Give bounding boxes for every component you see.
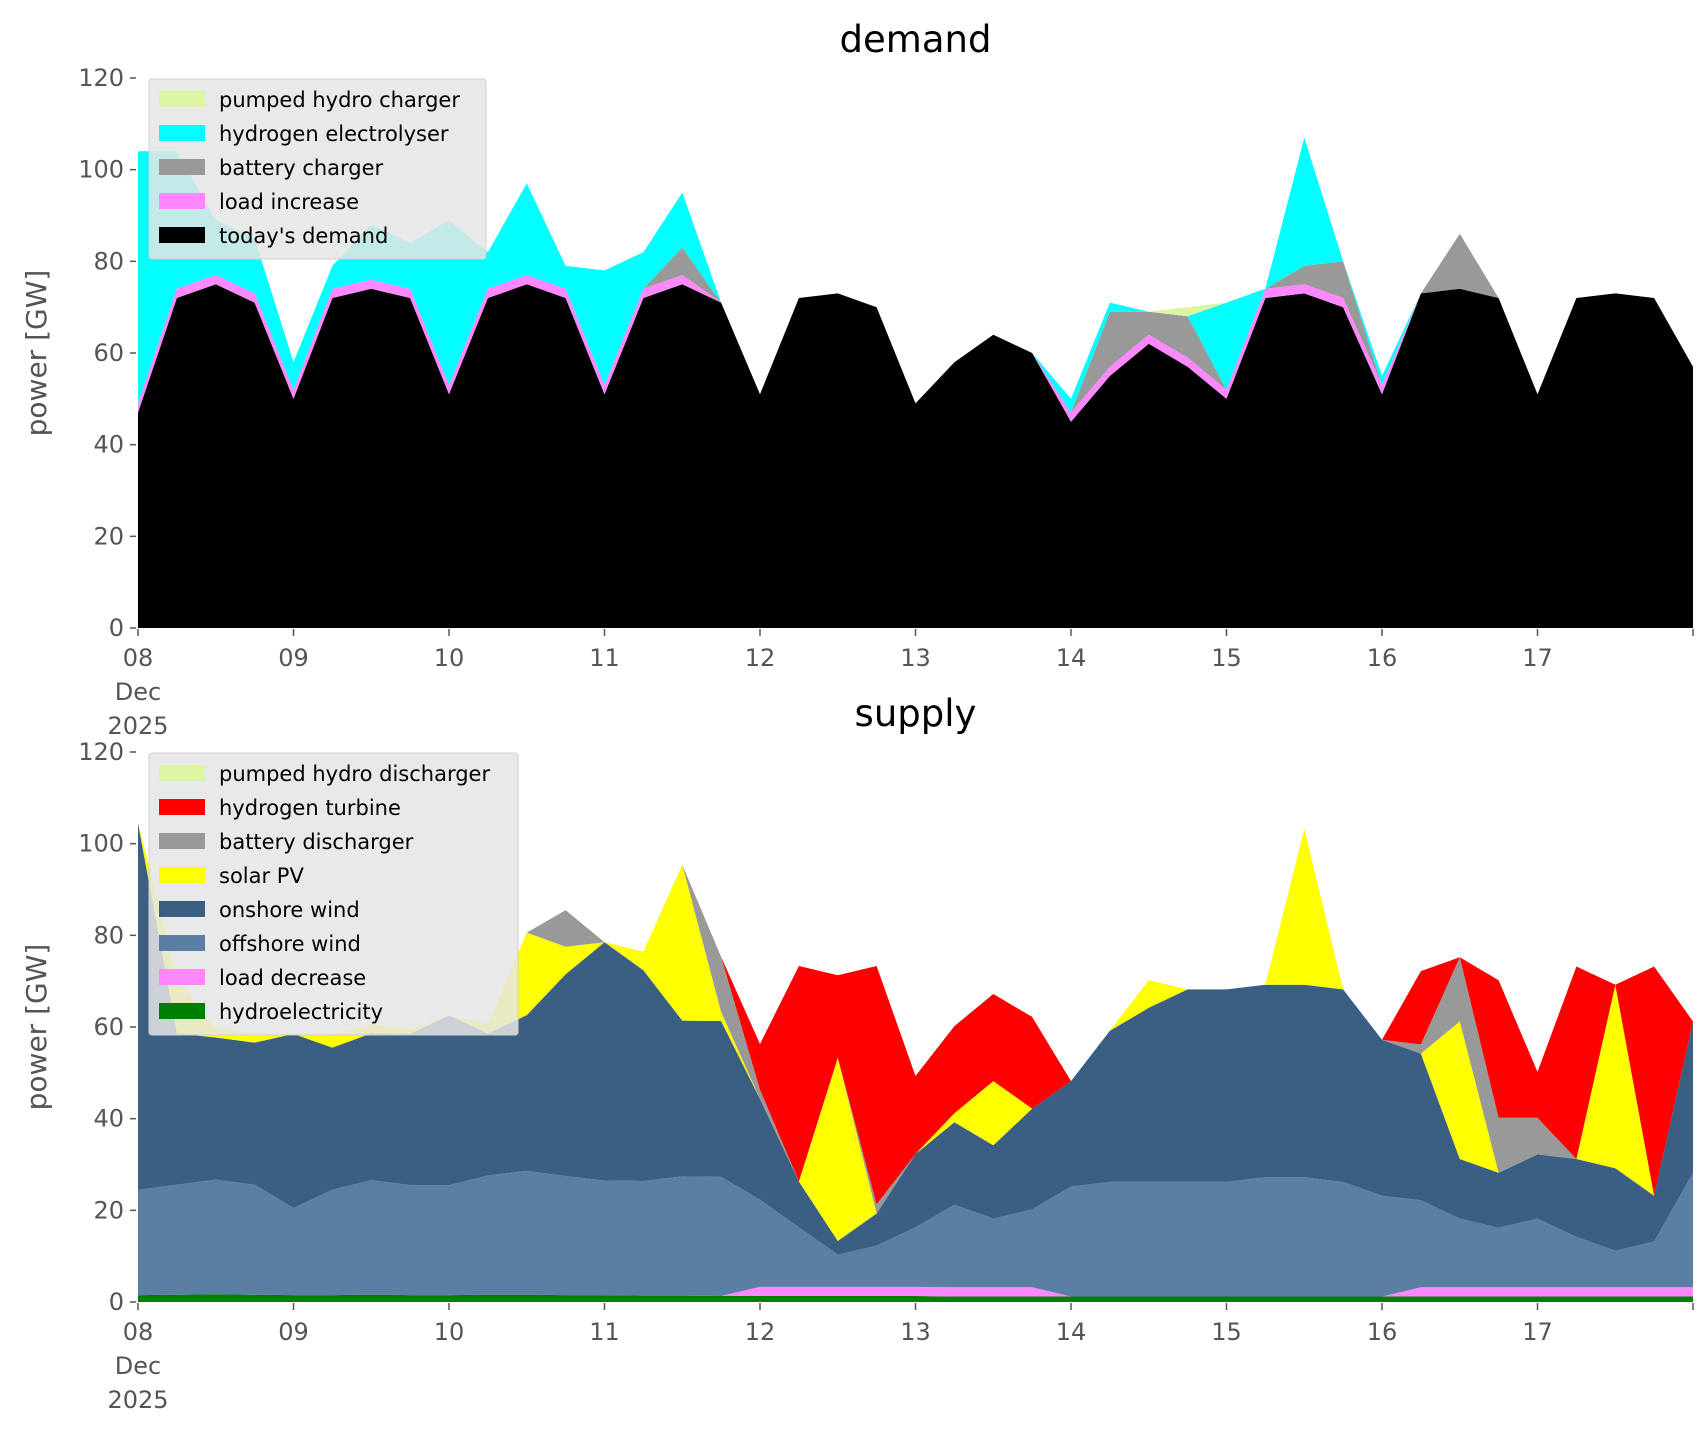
- series-area-offshore-wind: [138, 1170, 1693, 1297]
- y-axis: 0 20 40 60 80 100 120: [78, 738, 136, 1316]
- legend-swatch-battery-charger: [159, 159, 205, 175]
- legend-label-load-increase: load increase: [219, 190, 359, 214]
- legend-label-battery-charger: battery charger: [219, 156, 384, 180]
- y-tick-label: 20: [93, 522, 124, 550]
- x-tick-sublabel: Dec: [115, 1352, 161, 1380]
- legend-swatch-offshore-wind: [159, 935, 205, 951]
- x-tick-label: 11: [589, 1318, 620, 1346]
- x-tick-label: 12: [745, 644, 776, 672]
- legend-swatch-hydroelectricity: [159, 1003, 205, 1019]
- legend-swatch-load-decrease: [159, 969, 205, 985]
- y-tick-label: 120: [78, 64, 124, 92]
- x-tick-label: 17: [1522, 1318, 1553, 1346]
- legend-swatch-onshore-wind: [159, 901, 205, 917]
- legend-swatch-today-s-demand: [159, 227, 205, 243]
- legend: pumped hydro discharger hydrogen turbine b…: [148, 752, 519, 1036]
- x-tick-sublabel: 2025: [107, 712, 168, 740]
- legend-label-battery-discharger: battery discharger: [219, 830, 414, 854]
- x-tick-label: 15: [1211, 1318, 1242, 1346]
- chart-title: supply: [855, 692, 977, 735]
- x-tick-label: 11: [589, 644, 620, 672]
- series-area-hydrogen-electrolyser: [138, 137, 1693, 413]
- y-axis: 0 20 40 60 80 100 120: [78, 64, 136, 642]
- legend-label-load-decrease: load decrease: [219, 966, 366, 990]
- demand-panel: demand 0 20 40 60 80 100 120 power [GW] 08 09 10 11 1…: [20, 18, 1694, 740]
- legend-swatch-solar-pv: [159, 867, 205, 883]
- supply-panel: supply 0 20 40 60 80 100 120 power [GW] 08 09 10 11 1…: [20, 692, 1694, 1414]
- legend-box: [148, 78, 487, 260]
- series-area-load-decrease: [138, 1286, 1693, 1297]
- y-tick-label: 40: [93, 431, 124, 459]
- y-tick-label: 100: [78, 156, 124, 184]
- x-tick-label: 14: [1056, 1318, 1087, 1346]
- y-tick-label: 0: [109, 1288, 124, 1316]
- legend-box: [148, 752, 519, 1036]
- x-tick-label: 17: [1522, 644, 1553, 672]
- legend: pumped hydro charger hydrogen electrolyse…: [148, 78, 487, 260]
- x-axis: 08 09 10 11 12 13 14 15 16 17 Dec 2025: [107, 629, 1694, 740]
- series-area-hydroelectricity: [138, 1294, 1693, 1302]
- x-tick-label: 13: [900, 1318, 931, 1346]
- x-tick-sublabel: 2025: [107, 1386, 168, 1414]
- y-tick-label: 120: [78, 738, 124, 766]
- legend-label-hydroelectricity: hydroelectricity: [219, 1000, 383, 1024]
- x-tick-label: 10: [434, 1318, 465, 1346]
- x-axis: 08 09 10 11 12 13 14 15 16 17 Dec 2025: [107, 1303, 1694, 1414]
- y-tick-label: 60: [93, 339, 124, 367]
- y-tick-label: 100: [78, 830, 124, 858]
- x-tick-label: 09: [278, 1318, 309, 1346]
- x-tick-label: 16: [1367, 1318, 1398, 1346]
- legend-swatch-hydrogen-turbine: [159, 799, 205, 815]
- y-tick-label: 40: [93, 1105, 124, 1133]
- y-tick-label: 20: [93, 1196, 124, 1224]
- legend-swatch-load-increase: [159, 193, 205, 209]
- legend-swatch-battery-discharger: [159, 833, 205, 849]
- x-tick-label: 09: [278, 644, 309, 672]
- series-area-today-s-demand: [138, 284, 1693, 628]
- legend-label-pumped-hydro-charger: pumped hydro charger: [219, 88, 460, 112]
- legend-label-today-s-demand: today's demand: [219, 224, 388, 248]
- legend-label-hydrogen-turbine: hydrogen turbine: [219, 796, 401, 820]
- x-tick-label: 13: [900, 644, 931, 672]
- x-tick-label: 10: [434, 644, 465, 672]
- x-tick-sublabel: Dec: [115, 678, 161, 706]
- series-area-solar-pv: [138, 823, 1693, 1241]
- series-area-battery-charger: [138, 233, 1693, 413]
- legend-swatch-pumped-hydro-charger: [159, 91, 205, 107]
- x-tick-label: 15: [1211, 644, 1242, 672]
- legend-swatch-pumped-hydro-discharger: [159, 765, 205, 781]
- legend-label-pumped-hydro-discharger: pumped hydro discharger: [219, 762, 490, 786]
- series-areas: [138, 137, 1693, 628]
- y-tick-label: 80: [93, 247, 124, 275]
- x-tick-label: 16: [1367, 644, 1398, 672]
- y-tick-label: 0: [109, 614, 124, 642]
- y-tick-label: 60: [93, 1013, 124, 1041]
- series-areas: [138, 823, 1693, 1302]
- y-axis-label: power [GW]: [20, 944, 53, 1111]
- series-area-hydrogen-turbine: [138, 823, 1693, 1205]
- legend-swatch-hydrogen-electrolyser: [159, 125, 205, 141]
- legend-label-solar-pv: solar PV: [219, 864, 304, 888]
- x-tick-label: 08: [123, 644, 154, 672]
- legend-label-onshore-wind: onshore wind: [219, 898, 360, 922]
- y-tick-label: 80: [93, 921, 124, 949]
- x-tick-label: 08: [123, 1318, 154, 1346]
- legend-label-offshore-wind: offshore wind: [219, 932, 361, 956]
- series-area-onshore-wind: [138, 823, 1693, 1255]
- y-axis-label: power [GW]: [20, 270, 53, 437]
- chart-title: demand: [840, 18, 992, 61]
- x-tick-label: 12: [745, 1318, 776, 1346]
- x-tick-label: 14: [1056, 644, 1087, 672]
- legend-label-hydrogen-electrolyser: hydrogen electrolyser: [219, 122, 449, 146]
